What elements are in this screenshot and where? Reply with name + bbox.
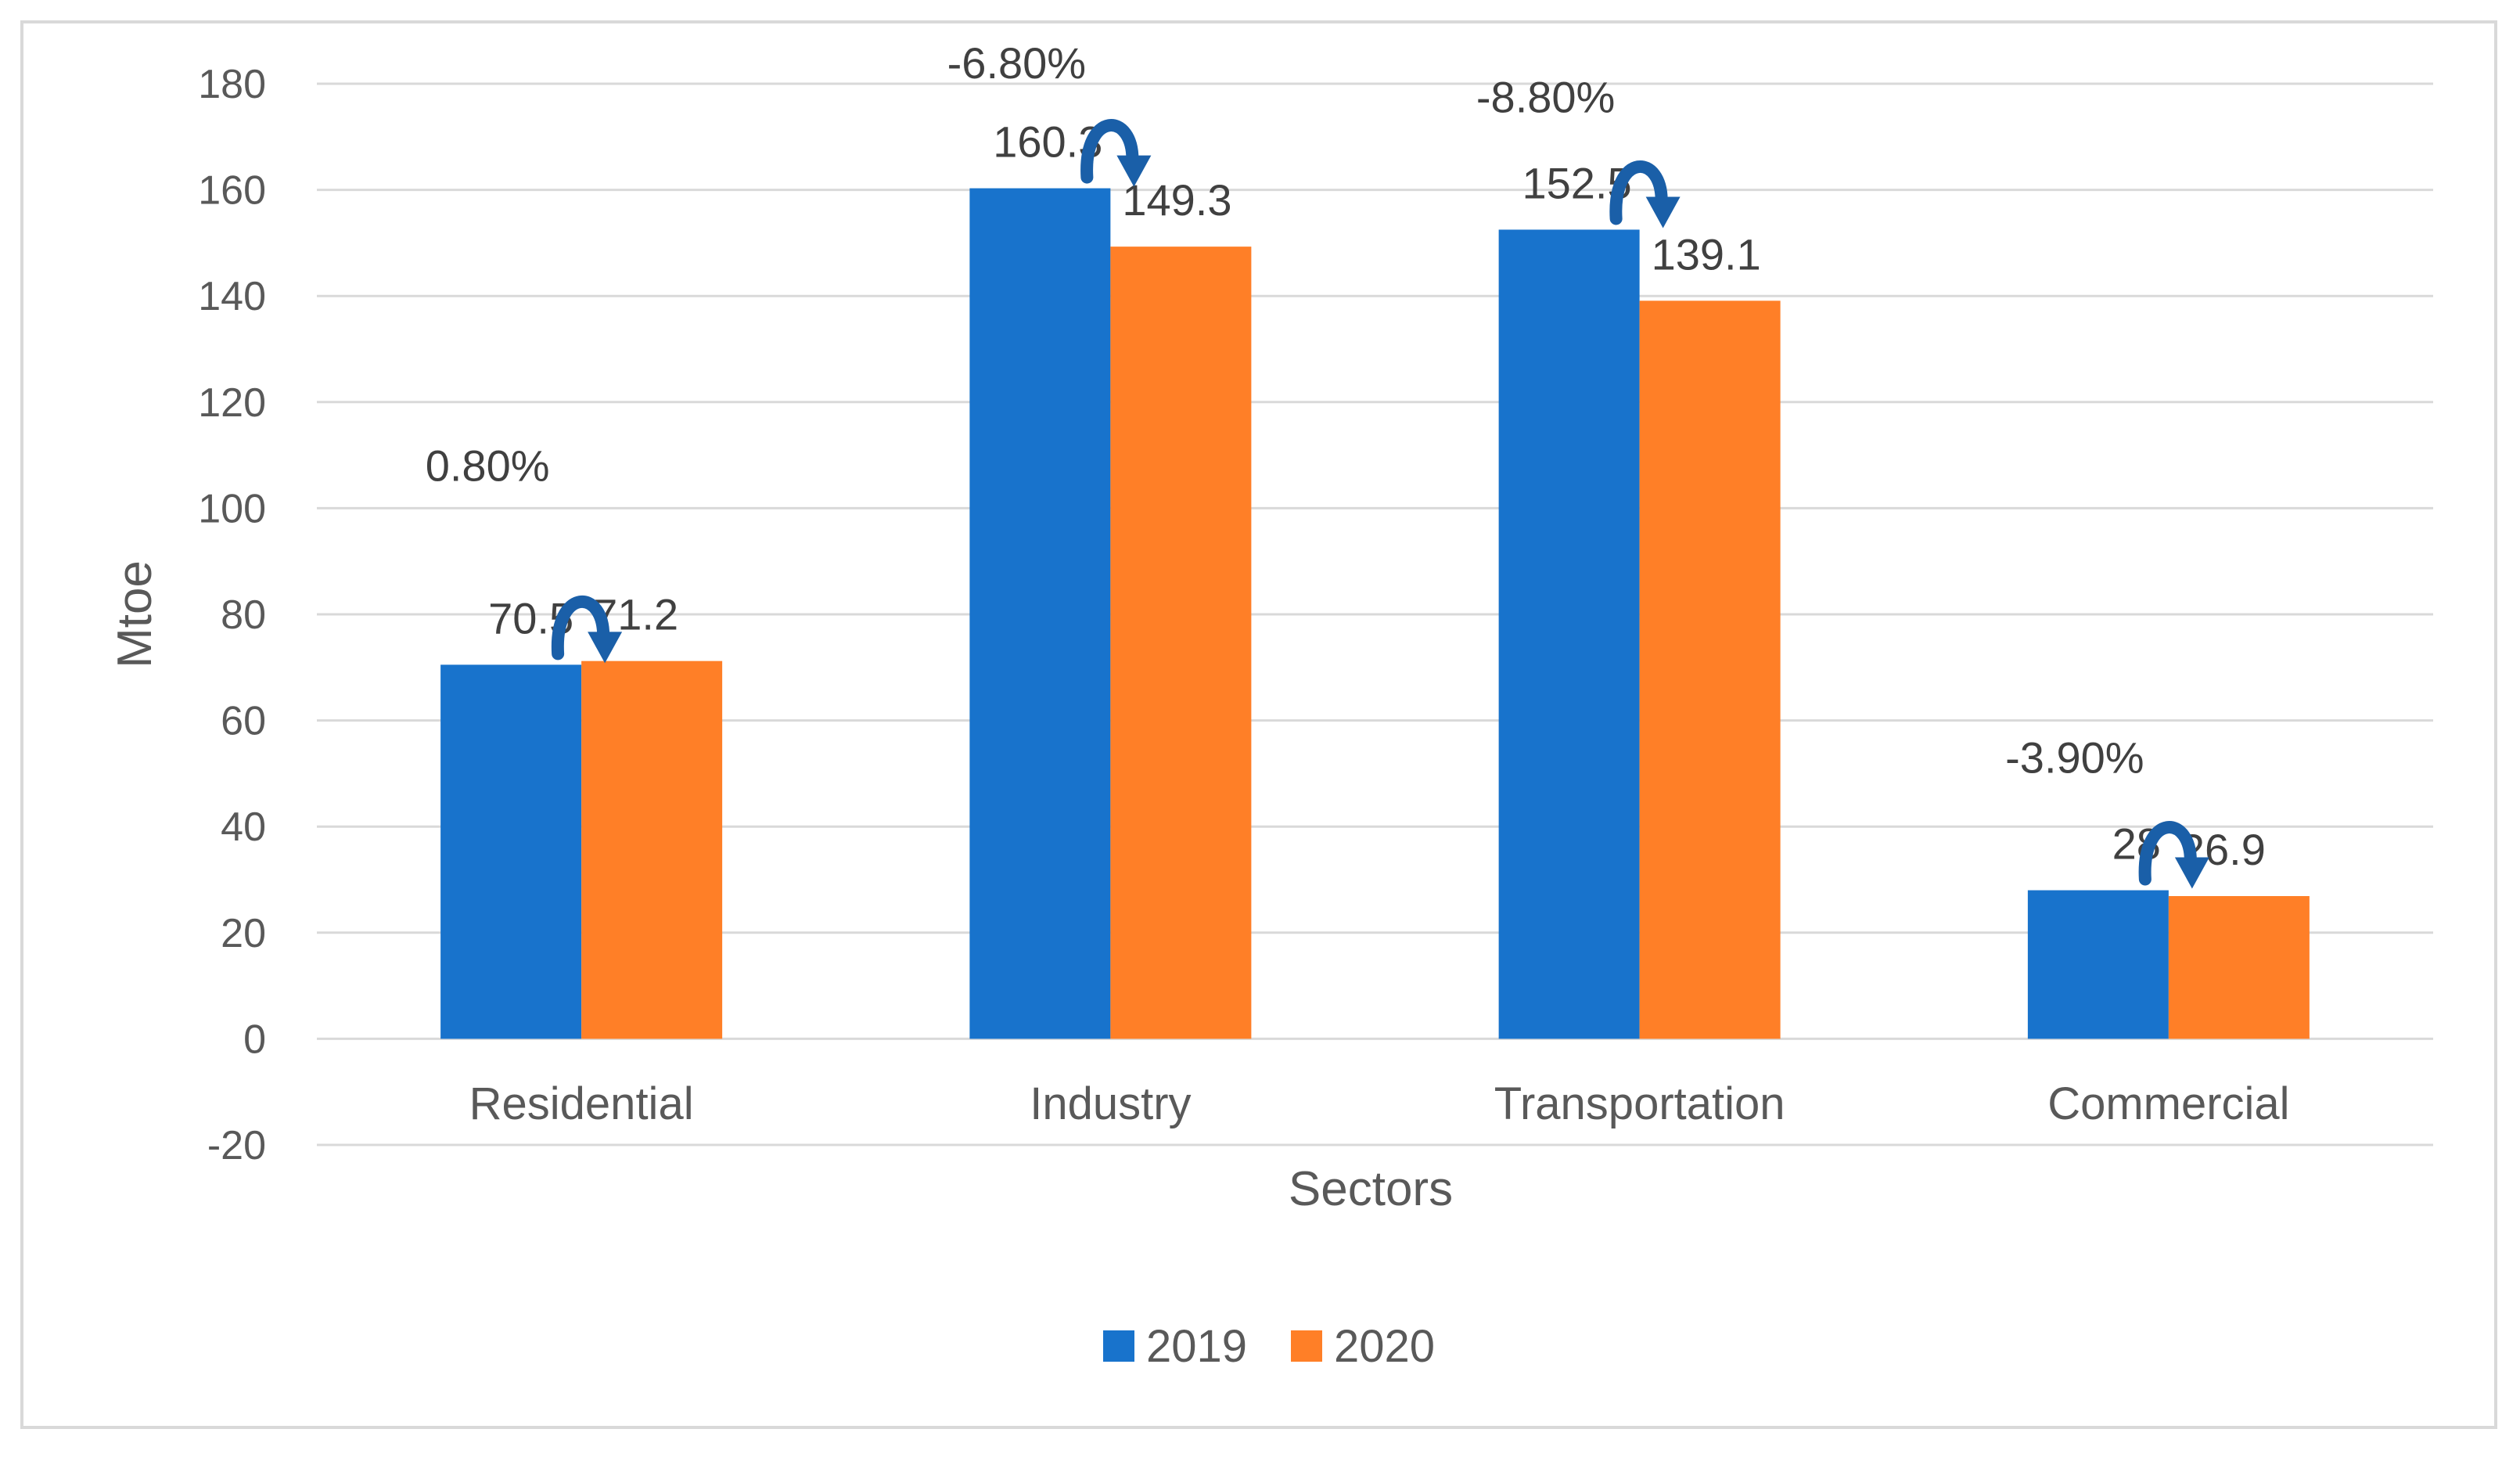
- y-tick-label: 80: [221, 592, 266, 638]
- x-category-label: Transportation: [1494, 1078, 1785, 1129]
- change-arrow-icon: [1080, 119, 1139, 184]
- percent-change-label: -8.80%: [1476, 72, 1615, 121]
- change-arrowhead-icon: [1645, 196, 1681, 229]
- y-tick-label: 60: [221, 699, 266, 744]
- legend: 2019 2020: [1103, 1321, 1435, 1372]
- x-category-label: Industry: [1030, 1078, 1191, 1129]
- legend-swatch-2019: [1103, 1330, 1134, 1362]
- data-label-2020: 149.3: [1122, 175, 1231, 225]
- legend-label-2019: 2019: [1146, 1321, 1247, 1372]
- bar-2020-residential: [581, 661, 723, 1039]
- bar-2020-transportation: [1639, 301, 1781, 1039]
- bar-2019-commercial: [2027, 890, 2169, 1039]
- y-tick-label: 40: [221, 804, 266, 850]
- change-arrowhead-icon: [2174, 857, 2209, 889]
- bar-2019-transportation: [1498, 229, 1640, 1039]
- x-category-label: Residential: [469, 1078, 694, 1129]
- legend-label-2020: 2020: [1334, 1321, 1435, 1372]
- legend-swatch-2020: [1291, 1330, 1322, 1362]
- y-tick-label: -20: [207, 1123, 266, 1168]
- y-tick-label: 120: [198, 380, 266, 426]
- change-arrowhead-icon: [588, 632, 623, 664]
- y-tick-label: 140: [198, 274, 266, 319]
- x-axis-categories: Residential Industry Transportation Commerc…: [469, 1078, 2290, 1129]
- change-annotations: 0.80% -6.80% -8.80% -3.90%: [426, 38, 2209, 889]
- change-arrow-icon: [2138, 821, 2197, 886]
- change-arrow-icon: [552, 596, 610, 661]
- percent-change-label: 0.80%: [426, 441, 550, 490]
- y-tick-label: 20: [221, 911, 266, 956]
- bar-2020-commercial: [2168, 896, 2310, 1039]
- y-tick-label: 100: [198, 486, 266, 531]
- percent-change-label: -6.80%: [947, 38, 1086, 88]
- chart-frame: [20, 20, 2497, 1429]
- change-arrow-icon: [1609, 160, 1668, 225]
- data-label-2020: 139.1: [1652, 229, 1761, 279]
- bar-2019-residential: [440, 664, 582, 1039]
- bar-2019-industry: [969, 188, 1111, 1039]
- y-tick-label: 160: [198, 168, 266, 214]
- y-tick-label: 0: [243, 1017, 266, 1062]
- bars: [440, 188, 2310, 1039]
- change-arrowhead-icon: [1116, 155, 1152, 187]
- y-axis-ticks: -20 0 20 40 60 80 100 120 140 160 180: [198, 62, 266, 1168]
- y-tick-label: 180: [198, 62, 266, 107]
- percent-change-label: -3.90%: [2005, 733, 2144, 783]
- y-axis-title: Mtoe: [108, 560, 162, 668]
- x-axis-title: Sectors: [1289, 1162, 1453, 1216]
- x-category-label: Commercial: [2047, 1078, 2289, 1129]
- bar-2020-industry: [1110, 247, 1252, 1039]
